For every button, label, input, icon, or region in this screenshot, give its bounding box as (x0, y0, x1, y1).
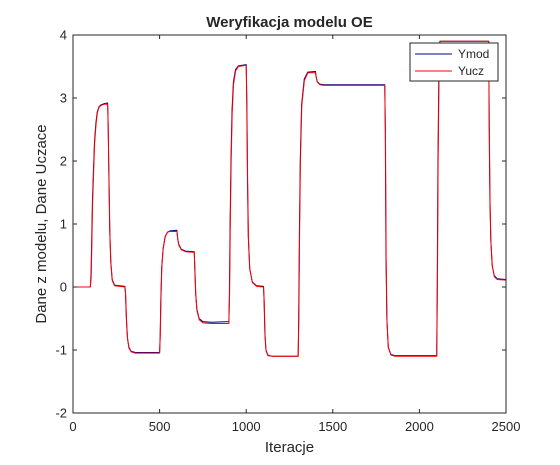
series-layer (73, 40, 506, 357)
legend-label-ymod: Ymod (458, 47, 489, 61)
y-tick-labels: -2 -1 0 1 2 3 4 (55, 28, 67, 421)
legend-box (409, 42, 499, 82)
y-tick-label: 2 (60, 154, 67, 169)
y-tick-label: 3 (60, 91, 67, 106)
y-tick-label: -1 (55, 343, 67, 358)
x-tick-labels: 0 500 1000 1500 2000 2500 (69, 419, 520, 434)
y-axis-label: Dane z modelu, Dane Uczace (33, 124, 50, 323)
x-tick-label: 500 (149, 419, 171, 434)
series-line-yucz (73, 40, 506, 357)
x-tick-label: 1500 (318, 419, 347, 434)
y-tick-label: 4 (60, 28, 67, 43)
legend-label-yucz: Yucz (458, 64, 484, 78)
x-axis-label: Iteracje (265, 439, 314, 456)
chart-title: Weryfikacja modelu OE (206, 14, 372, 31)
legend: Ymod Yucz (409, 42, 499, 82)
x-tick-label: 2500 (492, 419, 521, 434)
x-tick-label: 2000 (405, 419, 434, 434)
y-tick-label: 1 (60, 217, 67, 232)
x-tick-label: 1000 (232, 419, 261, 434)
y-tick-label: -2 (55, 406, 67, 421)
x-tick-label: 0 (69, 419, 76, 434)
tick-layer (72, 34, 507, 414)
y-tick-label: 0 (60, 280, 67, 295)
plot-area (73, 35, 506, 413)
